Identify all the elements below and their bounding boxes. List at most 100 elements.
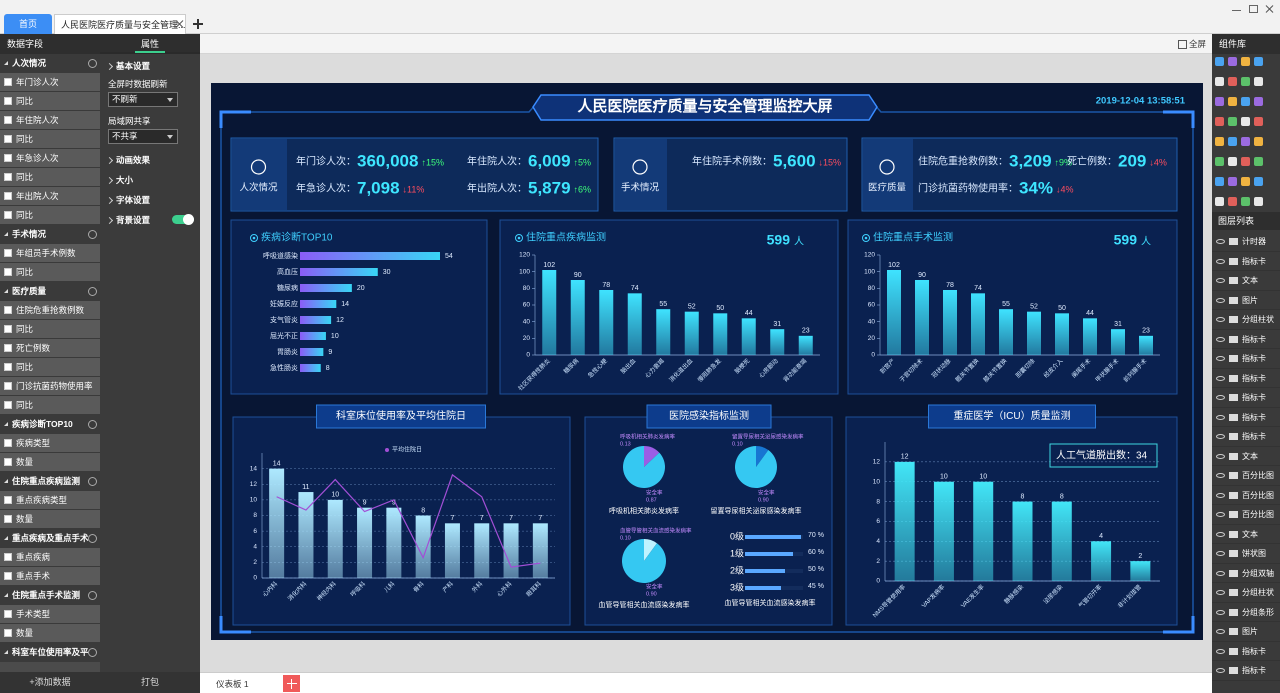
- sheet-tab[interactable]: 仪表板 1: [216, 679, 249, 689]
- field-item[interactable]: 门诊抗菌药物使用率: [0, 377, 100, 396]
- field-item[interactable]: 住院危重抢救例数: [0, 301, 100, 320]
- field-group[interactable]: 重点疾病及重点手术: [0, 529, 100, 548]
- component-icon[interactable]: [1254, 177, 1263, 186]
- checkbox[interactable]: [4, 325, 12, 333]
- eye-icon[interactable]: [1216, 512, 1225, 517]
- eye-icon[interactable]: [1216, 239, 1225, 244]
- eye-icon[interactable]: [1216, 356, 1225, 361]
- component-icon[interactable]: [1241, 197, 1250, 206]
- layer-item[interactable]: 分组柱状: [1212, 310, 1280, 330]
- eye-icon[interactable]: [1216, 629, 1225, 634]
- field-item[interactable]: 数量: [0, 453, 100, 472]
- layer-item[interactable]: 图片: [1212, 622, 1280, 642]
- select[interactable]: 不共享: [108, 129, 178, 144]
- component-icon[interactable]: [1241, 137, 1250, 146]
- eye-icon[interactable]: [1216, 434, 1225, 439]
- checkbox[interactable]: [4, 116, 12, 124]
- checkbox[interactable]: [4, 211, 12, 219]
- eye-icon[interactable]: [1216, 395, 1225, 400]
- component-icon[interactable]: [1215, 97, 1224, 106]
- component-icon[interactable]: [1228, 77, 1237, 86]
- component-icon[interactable]: [1254, 57, 1263, 66]
- select[interactable]: 不刷新: [108, 92, 178, 107]
- layer-item[interactable]: 分组柱状: [1212, 583, 1280, 603]
- maximize[interactable]: [1249, 5, 1258, 13]
- layer-item[interactable]: 分组双轴: [1212, 564, 1280, 583]
- toggle[interactable]: [172, 214, 194, 225]
- eye-icon[interactable]: [1216, 414, 1225, 420]
- checkbox[interactable]: [4, 344, 12, 352]
- component-icon[interactable]: [1254, 157, 1263, 166]
- field-item[interactable]: 同比: [0, 320, 100, 339]
- checkbox[interactable]: [4, 553, 12, 561]
- field-item[interactable]: 年出院人次: [0, 187, 100, 206]
- eye-icon[interactable]: [1216, 258, 1225, 264]
- checkbox[interactable]: [4, 135, 12, 143]
- add-data-button[interactable]: +添加数据: [0, 672, 100, 693]
- component-icon[interactable]: [1228, 57, 1237, 66]
- layer-item[interactable]: 指标卡: [1212, 349, 1280, 369]
- component-icon[interactable]: [1215, 117, 1224, 126]
- component-icon[interactable]: [1215, 77, 1224, 86]
- checkbox[interactable]: [4, 496, 12, 504]
- checkbox[interactable]: [4, 249, 12, 257]
- field-group[interactable]: 住院重点手术监测: [0, 586, 100, 605]
- layer-item[interactable]: 饼状图: [1212, 544, 1280, 564]
- field-item[interactable]: 手术类型: [0, 605, 100, 624]
- component-icon[interactable]: [1215, 197, 1224, 206]
- checkbox[interactable]: [4, 572, 12, 580]
- field-item[interactable]: 同比: [0, 92, 100, 111]
- section-header[interactable]: 背景设置: [100, 210, 200, 230]
- pack-button[interactable]: 打包: [100, 672, 200, 693]
- field-item[interactable]: 年组员手术例数: [0, 244, 100, 263]
- checkbox[interactable]: [4, 439, 12, 447]
- layer-item[interactable]: 图片: [1212, 291, 1280, 310]
- checkbox[interactable]: [4, 401, 12, 409]
- component-icon[interactable]: [1241, 57, 1250, 66]
- eye-icon[interactable]: [1216, 336, 1225, 342]
- section-header[interactable]: 基本设置: [100, 56, 200, 76]
- field-item[interactable]: 疾病类型: [0, 434, 100, 453]
- layer-item[interactable]: 计时器: [1212, 232, 1280, 252]
- minimize[interactable]: [1232, 5, 1241, 11]
- component-icon[interactable]: [1241, 157, 1250, 166]
- component-icon[interactable]: [1215, 137, 1224, 146]
- layer-item[interactable]: 百分比图: [1212, 505, 1280, 525]
- field-group[interactable]: 科室车位使用率及平: [0, 643, 100, 662]
- fullscreen-toggle[interactable]: 全屏: [1177, 38, 1206, 50]
- component-icon[interactable]: [1254, 97, 1263, 106]
- section-header[interactable]: 字体设置: [100, 190, 200, 210]
- component-icon[interactable]: [1228, 137, 1237, 146]
- component-icon[interactable]: [1254, 117, 1263, 126]
- component-icon[interactable]: [1254, 197, 1263, 206]
- layer-item[interactable]: 指标卡: [1212, 408, 1280, 427]
- checkbox[interactable]: [4, 610, 12, 618]
- field-item[interactable]: 同比: [0, 168, 100, 187]
- layer-item[interactable]: 文本: [1212, 447, 1280, 466]
- component-icon[interactable]: [1215, 157, 1224, 166]
- field-item[interactable]: 死亡例数: [0, 339, 100, 358]
- eye-icon[interactable]: [1216, 278, 1225, 283]
- component-icon[interactable]: [1241, 117, 1250, 126]
- field-item[interactable]: 数量: [0, 510, 100, 529]
- field-item[interactable]: 数量: [0, 624, 100, 643]
- checkbox[interactable]: [4, 629, 12, 637]
- field-item[interactable]: 年门诊人次: [0, 73, 100, 92]
- eye-icon[interactable]: [1216, 297, 1225, 303]
- field-item[interactable]: 年住院人次: [0, 111, 100, 130]
- component-icon[interactable]: [1228, 197, 1237, 206]
- field-item[interactable]: 年急诊人次: [0, 149, 100, 168]
- checkbox[interactable]: [4, 306, 12, 314]
- checkbox[interactable]: [4, 97, 12, 105]
- field-item[interactable]: 重点手术: [0, 567, 100, 586]
- tab[interactable]: 首页: [4, 14, 52, 34]
- component-icon[interactable]: [1241, 97, 1250, 106]
- checkbox[interactable]: [4, 192, 12, 200]
- checkbox[interactable]: [4, 363, 12, 371]
- eye-icon[interactable]: [1216, 609, 1225, 615]
- field-group[interactable]: 疾病诊断TOP10: [0, 415, 100, 434]
- layer-item[interactable]: 指标卡: [1212, 661, 1280, 681]
- layer-item[interactable]: 分组条形: [1212, 603, 1280, 622]
- checkbox[interactable]: [4, 268, 12, 276]
- field-item[interactable]: 同比: [0, 396, 100, 415]
